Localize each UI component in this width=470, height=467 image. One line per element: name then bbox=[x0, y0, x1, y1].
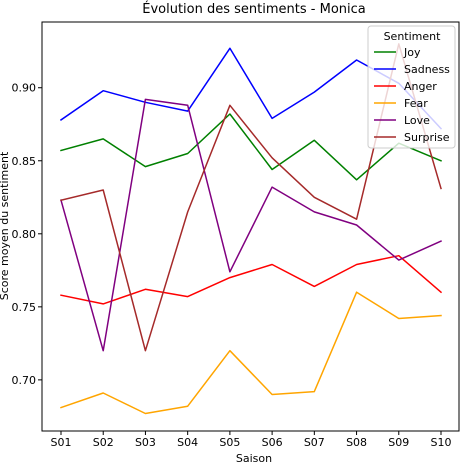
legend-box bbox=[367, 25, 456, 149]
x-tick-label: S07 bbox=[304, 436, 325, 449]
series-line-fear bbox=[60, 291, 442, 415]
legend-label-surprise: Surprise bbox=[404, 131, 450, 144]
x-axis: S01 S02 S03 S04 S05 S06 S07 S08 S09 S10 bbox=[51, 431, 452, 449]
x-tick-label: S08 bbox=[346, 436, 367, 449]
chart-title: Évolution des sentiments - Monica bbox=[142, 1, 365, 17]
series-layer bbox=[59, 43, 443, 415]
legend-label-joy: Joy bbox=[403, 46, 421, 59]
y-tick-label: 0.80 bbox=[12, 228, 37, 241]
y-axis-label: Score moyen du sentiment bbox=[0, 151, 11, 300]
legend-label-love: Love bbox=[404, 114, 430, 127]
x-tick-label: S04 bbox=[177, 436, 198, 449]
x-tick-label: S02 bbox=[93, 436, 114, 449]
y-tick-label: 0.90 bbox=[12, 82, 37, 95]
x-tick-label: S03 bbox=[135, 436, 156, 449]
legend: Sentiment Joy Sadness Anger Fear Love Surpris… bbox=[367, 25, 456, 149]
legend-items: Joy Sadness Anger Fear Love Surprise bbox=[374, 46, 450, 144]
x-tick-label: S05 bbox=[219, 436, 240, 449]
legend-label-sadness: Sadness bbox=[404, 63, 450, 76]
y-tick-label: 0.70 bbox=[12, 374, 37, 387]
x-tick-label: S01 bbox=[51, 436, 72, 449]
series-line-joy bbox=[60, 113, 442, 181]
x-tick-label: S09 bbox=[388, 436, 409, 449]
plot-frame bbox=[41, 21, 460, 432]
y-tick-label: 0.75 bbox=[12, 301, 37, 314]
x-tick-label: S10 bbox=[431, 436, 452, 449]
y-axis: 0.70 0.75 0.80 0.85 0.90 bbox=[12, 82, 42, 387]
legend-label-fear: Fear bbox=[404, 97, 428, 110]
series-line-anger bbox=[60, 254, 443, 305]
x-axis-label: Saison bbox=[236, 452, 272, 465]
legend-title: Sentiment bbox=[384, 30, 442, 43]
series-line-love bbox=[60, 98, 442, 352]
x-tick-label: S06 bbox=[262, 436, 283, 449]
legend-label-anger: Anger bbox=[404, 80, 437, 93]
y-tick-label: 0.85 bbox=[12, 155, 37, 168]
